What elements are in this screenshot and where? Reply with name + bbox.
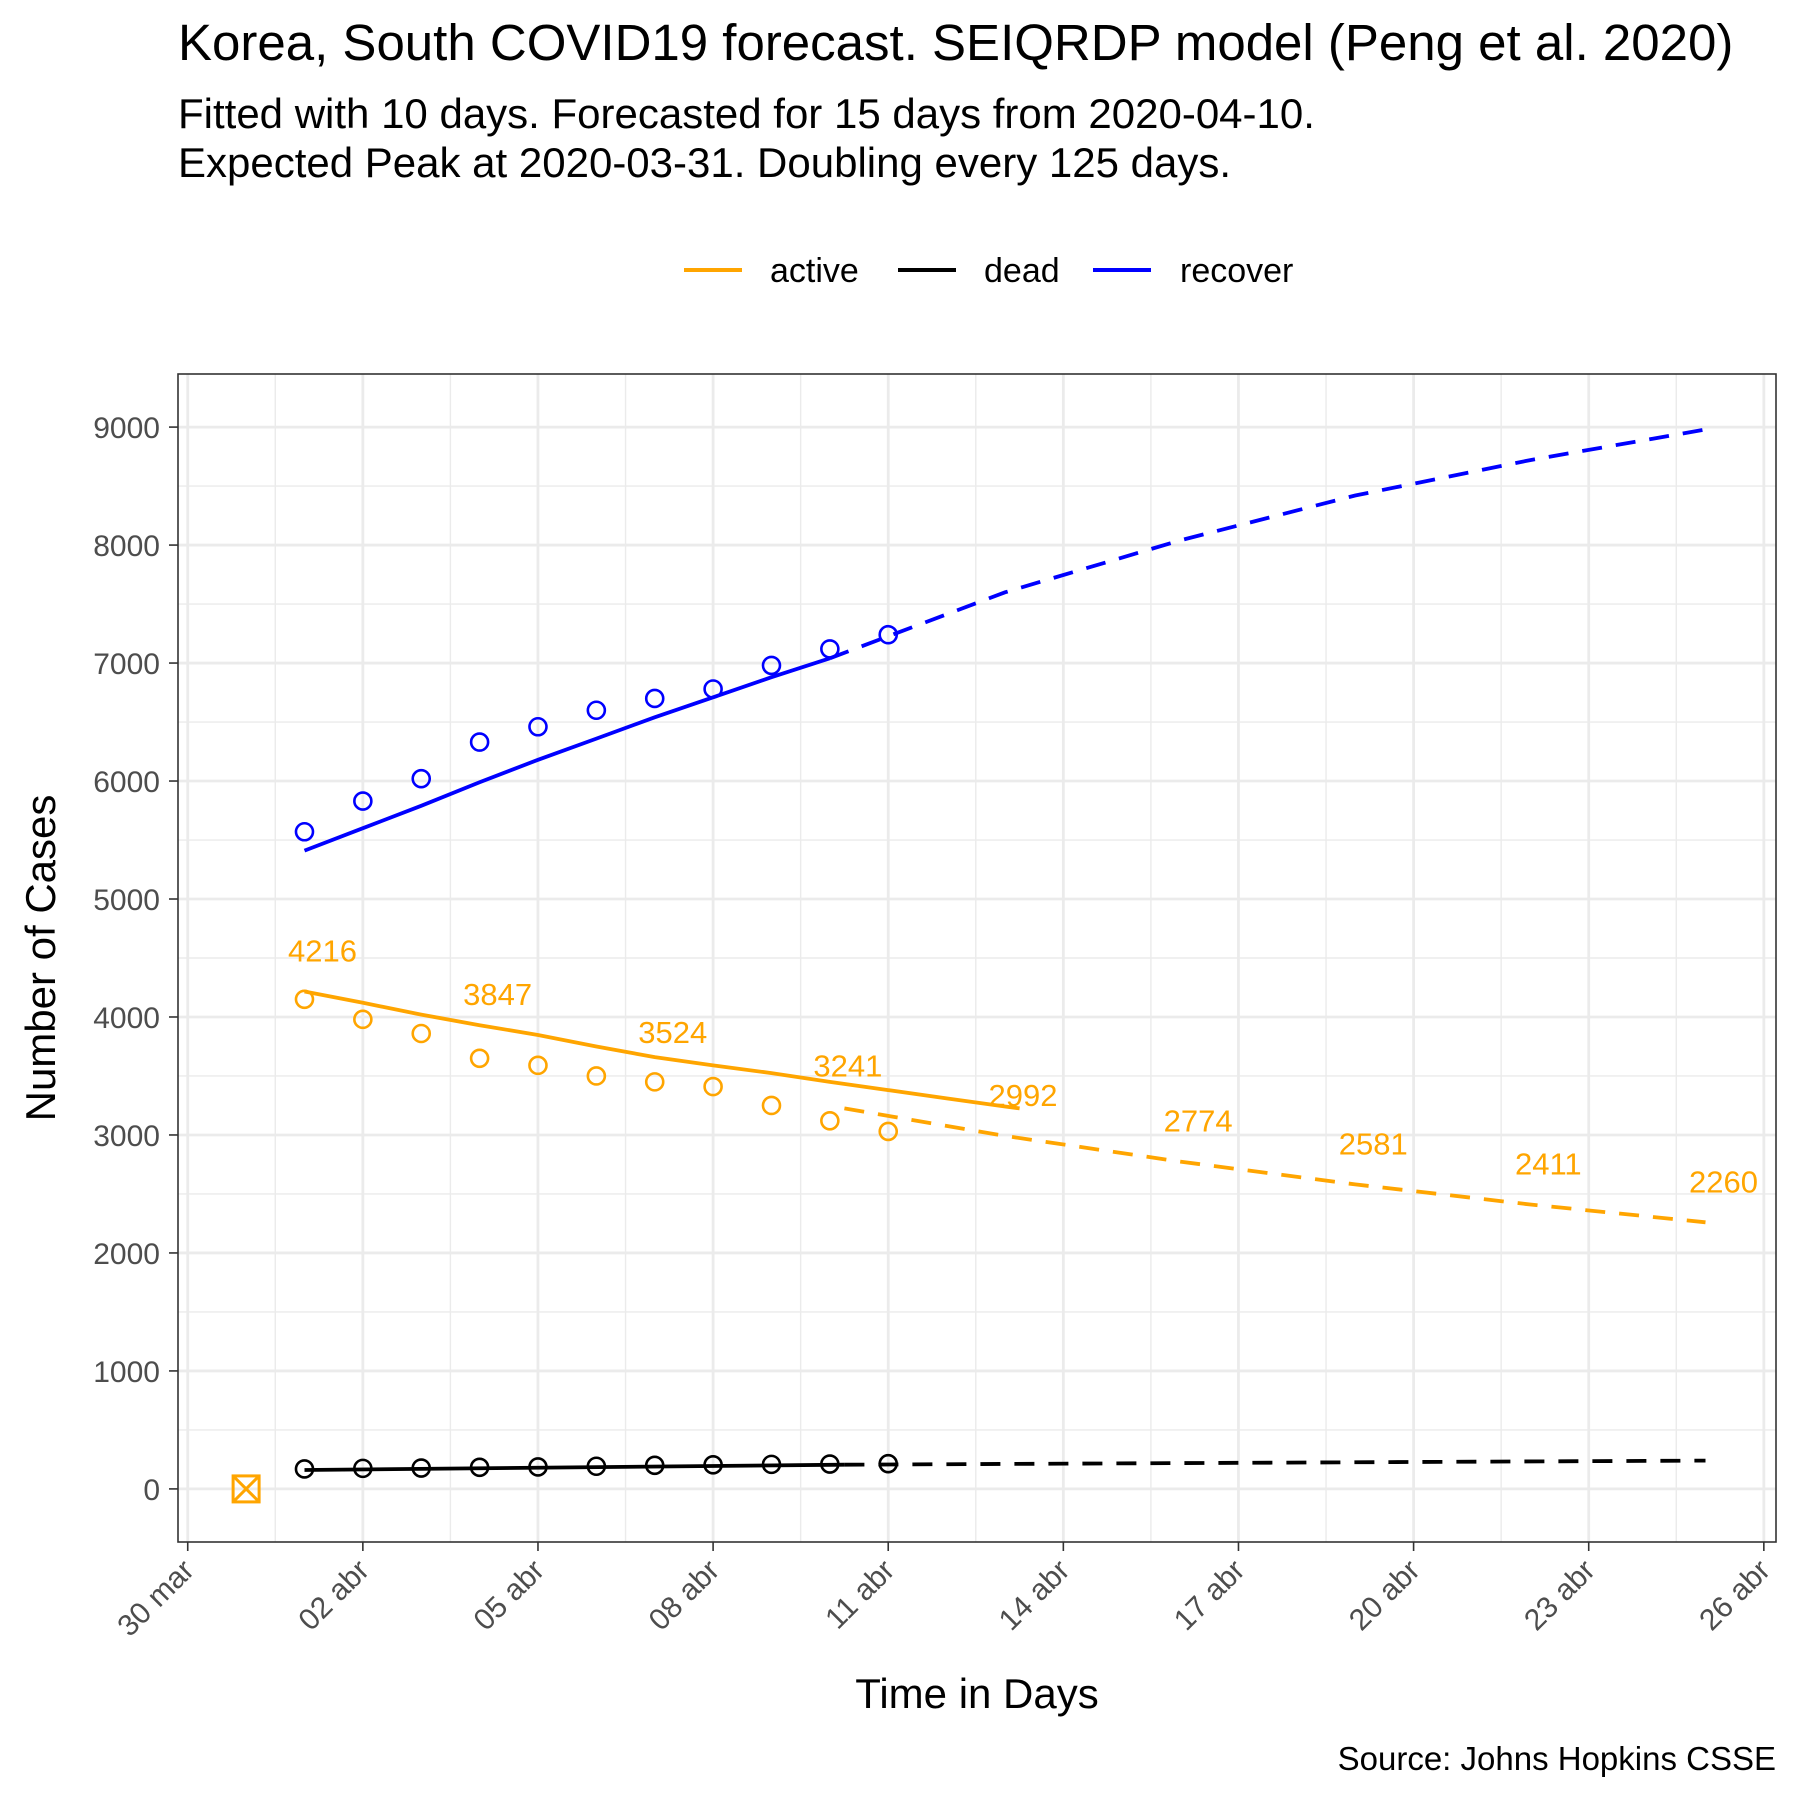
observed-point-recover — [469, 732, 490, 752]
special-point-square — [231, 1474, 261, 1504]
observed-point-dead — [703, 1455, 723, 1475]
chart-subtitle-line-1: Fitted with 10 days. Forecasted for 15 d… — [178, 90, 1315, 137]
data-label-active: 2581 — [1339, 1126, 1408, 1161]
y-axis-title: Number of Cases — [17, 795, 64, 1122]
observed-point-active — [820, 1111, 840, 1131]
observed-point-recover — [703, 679, 723, 699]
legend-label-active: active — [770, 252, 859, 290]
forecast-line-dead — [844, 1458, 1706, 1467]
observed-point-active — [353, 1009, 373, 1030]
chart-subtitle-line-2: Expected Peak at 2020-03-31. Doubling ev… — [178, 139, 1231, 186]
observed-point-dead — [411, 1458, 432, 1478]
fitted-line-recover — [303, 656, 831, 853]
series-active — [294, 989, 1706, 1225]
y-tick-label: 5000 — [93, 884, 160, 917]
x-tick-label: 23 abr — [1518, 1554, 1601, 1637]
observed-point-dead — [469, 1457, 490, 1478]
observed-point-active — [703, 1076, 723, 1097]
grid-minor — [178, 374, 1776, 1542]
legend-label-recover: recover — [1180, 252, 1293, 290]
data-label-active: 3241 — [813, 1049, 882, 1084]
observed-point-active — [528, 1055, 548, 1076]
observed-point-recover — [644, 688, 665, 709]
x-tick-label: 30 mar — [111, 1554, 200, 1643]
x-tick-label: 26 abr — [1693, 1554, 1776, 1637]
observed-point-recover — [820, 639, 840, 659]
data-label-active: 4216 — [288, 934, 357, 969]
data-label-active: 2260 — [1689, 1164, 1758, 1199]
x-tick-label: 05 abr — [467, 1554, 550, 1637]
observed-point-recover — [878, 624, 899, 645]
plot-border — [177, 373, 1777, 1543]
x-tick-label: 02 abr — [292, 1554, 375, 1637]
observed-point-active — [644, 1072, 665, 1092]
y-tick-label: 8000 — [93, 530, 160, 563]
y-tick-label: 4000 — [93, 1002, 160, 1035]
y-tick-label: 9000 — [93, 412, 160, 445]
observed-point-dead — [294, 1459, 315, 1479]
observed-point-active — [411, 1023, 432, 1044]
observed-point-dead — [761, 1454, 782, 1475]
y-tick-label: 0 — [143, 1474, 160, 1507]
y-tick-label: 1000 — [93, 1356, 160, 1389]
data-label-active: 2774 — [1164, 1104, 1233, 1139]
observed-point-recover — [761, 655, 782, 676]
data-label-active: 2992 — [988, 1078, 1057, 1113]
grid-major — [178, 374, 1776, 1542]
y-tick-label: 7000 — [93, 648, 160, 681]
x-axis-title: Time in Days — [855, 1670, 1099, 1717]
observed-point-dead — [528, 1457, 548, 1477]
x-tick-label: 17 abr — [1168, 1554, 1251, 1637]
series-dead — [294, 1453, 1706, 1479]
fitted-line-dead — [304, 1462, 845, 1472]
observed-point-recover — [528, 716, 548, 737]
legend: active dead recover — [684, 252, 1293, 290]
data-labels: 4216 3847 3524 3241 2992 2774 2581 2411 2260 — [288, 934, 1758, 1200]
x-tick-label: 14 abr — [993, 1554, 1076, 1637]
observed-point-active — [761, 1095, 782, 1116]
observed-point-recover — [586, 700, 607, 721]
observed-point-active — [878, 1121, 899, 1142]
x-tick-label: 11 abr — [819, 1554, 901, 1636]
legend-label-dead: dead — [984, 252, 1060, 290]
observed-point-active — [294, 989, 315, 1010]
x-tick-label: 08 abr — [643, 1554, 726, 1637]
observed-point-recover — [411, 768, 432, 789]
x-axis: 30 mar 02 abr 05 abr 08 abr 11 abr 14 abr 17 a… — [111, 1542, 1777, 1643]
data-label-active: 3524 — [638, 1015, 707, 1050]
forecast-line-active — [844, 1106, 1706, 1225]
forecast-line-recover — [829, 427, 1706, 661]
observed-point-dead — [820, 1454, 840, 1474]
observed-point-dead — [586, 1456, 607, 1477]
observed-point-recover — [294, 821, 315, 842]
series-recover — [294, 427, 1706, 853]
y-tick-label: 2000 — [93, 1238, 160, 1271]
data-label-active: 3847 — [463, 977, 532, 1012]
data-label-active: 2411 — [1515, 1146, 1582, 1181]
series-layer — [231, 427, 1706, 1504]
y-tick-label: 6000 — [93, 766, 160, 799]
observed-point-dead — [878, 1453, 899, 1474]
special-point-marker — [231, 1474, 261, 1504]
observed-point-dead — [353, 1458, 373, 1479]
observed-point-active — [586, 1066, 607, 1086]
fitted-line-active — [304, 989, 1020, 1111]
y-axis: 0 1000 2000 3000 4000 5000 6000 7000 8000 9000 — [93, 412, 178, 1507]
observed-point-active — [469, 1048, 490, 1069]
chart-caption: Source: Johns Hopkins CSSE — [1338, 1740, 1776, 1777]
observed-point-dead — [644, 1455, 665, 1476]
observed-point-recover — [353, 791, 373, 811]
chart-title: Korea, South COVID19 forecast. SEIQRDP m… — [178, 14, 1733, 71]
special-point-cross-b — [232, 1474, 261, 1503]
y-tick-label: 3000 — [93, 1120, 160, 1153]
x-tick-label: 20 abr — [1343, 1554, 1426, 1637]
